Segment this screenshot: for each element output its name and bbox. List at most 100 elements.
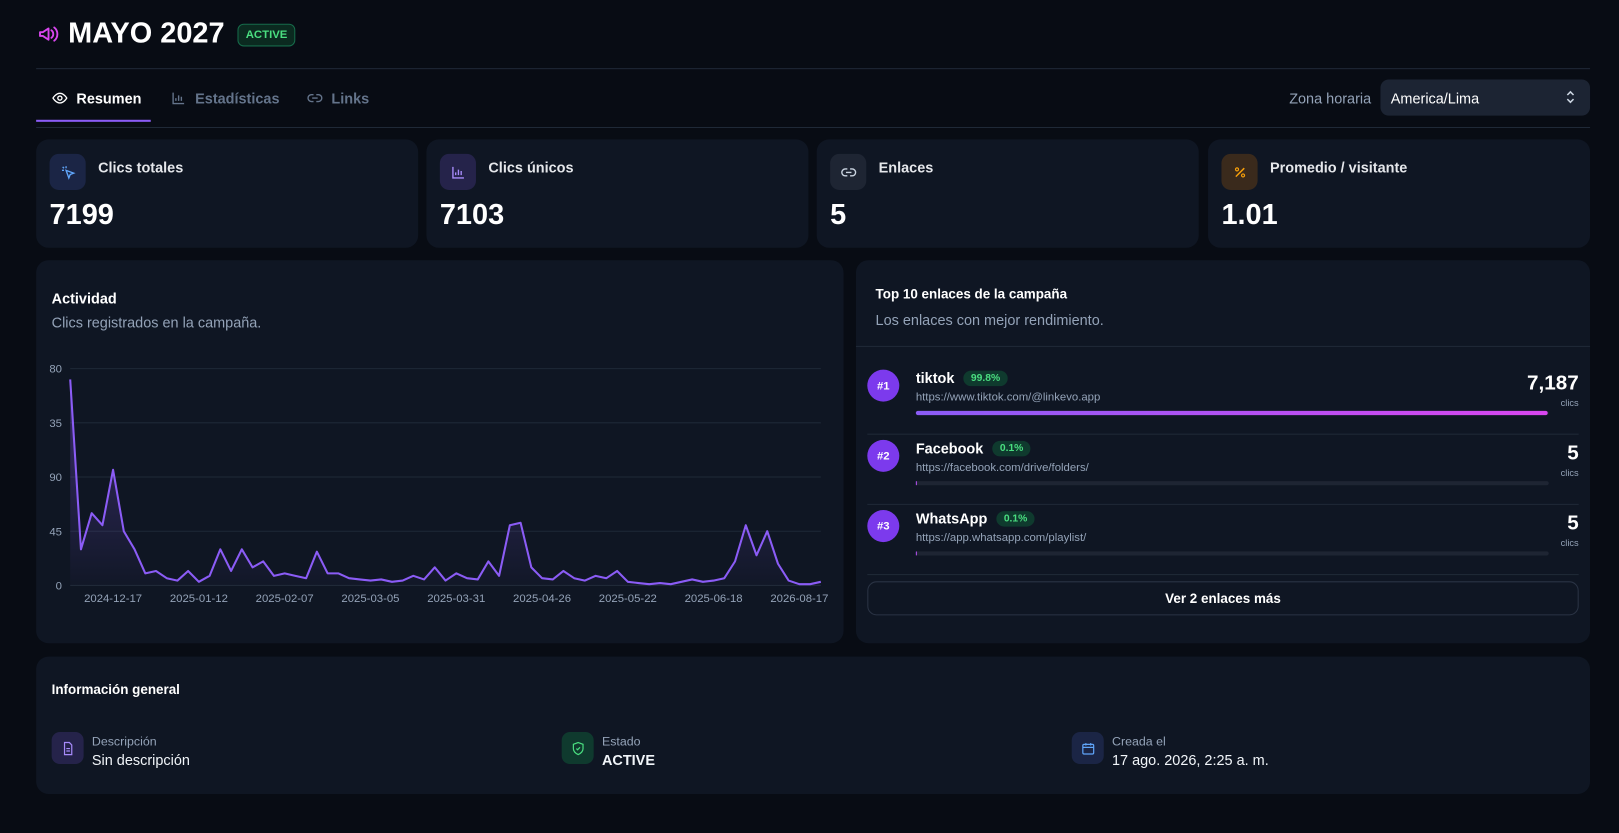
- stat-card: Clics únicos 7103: [426, 139, 809, 248]
- icon: [1221, 153, 1258, 190]
- link-clicks: 7,187: [1527, 371, 1579, 395]
- status-badge: ACTIVE: [237, 23, 296, 47]
- icon: [51, 732, 84, 765]
- tab-label[interactable]: Links: [331, 89, 370, 107]
- top-links-subtitle: Los enlaces con mejor rendimiento.: [875, 311, 1104, 329]
- rank-badge: #1: [867, 369, 900, 402]
- progress-track: [915, 481, 1549, 486]
- info-title: Información general: [51, 681, 180, 697]
- x-tick-label: 2026-08-17: [770, 593, 828, 605]
- info-card: Información general Descripción Sin desc…: [36, 656, 1591, 794]
- x-tick-label: 2025-03-31: [427, 593, 485, 605]
- megaphone-icon: [39, 26, 59, 42]
- percent-badge: 99.8%: [963, 370, 1008, 386]
- info-value: ACTIVE: [601, 751, 655, 769]
- x-tick-label: 2025-05-22: [599, 593, 657, 605]
- x-tick-label: 2025-01-12: [170, 593, 228, 605]
- link-url: https://www.tiktok.com/@linkevo.app: [915, 391, 1101, 404]
- stat-card: Promedio / visitante 1.01: [1208, 139, 1591, 248]
- stat-value: 1.01: [1221, 198, 1278, 231]
- tab-resumen[interactable]: Resumen: [52, 89, 142, 107]
- progress-bar: [915, 481, 917, 486]
- x-tick-label: 2025-04-26: [513, 593, 571, 605]
- timezone-label: Zona horaria: [1289, 89, 1372, 107]
- stat-label: Clics totales: [98, 159, 184, 176]
- tab-links[interactable]: Links: [307, 89, 370, 107]
- percent-badge: 0.1%: [996, 510, 1035, 527]
- x-tick-label: 2025-06-18: [685, 593, 743, 605]
- link-row: #3 WhatsApp 0.1% https://app.whatsapp.com…: [867, 504, 1579, 576]
- stat-value: 7103: [439, 198, 505, 231]
- progress-bar: [915, 410, 1548, 416]
- link-url: https://facebook.com/drive/folders/: [915, 461, 1089, 474]
- link-clicks: 5: [1567, 512, 1579, 535]
- y-tick-label: 90: [49, 472, 62, 484]
- top-links-title: Top 10 enlaces de la campaña: [875, 286, 1068, 302]
- info-label: Estado: [601, 734, 641, 749]
- rank-badge: #3: [867, 510, 900, 543]
- top-links-card: Top 10 enlaces de la campaña Los enlaces…: [855, 260, 1591, 644]
- x-tick-label: 2024-12-17: [84, 593, 142, 605]
- activity-subtitle: Clics registrados en la campaña.: [51, 313, 262, 331]
- activity-card: Actividad Clics registrados en la campañ…: [36, 260, 844, 644]
- link-name-wrap: tiktok 99.8%: [915, 369, 1008, 387]
- link-row: #1 tiktok 99.8% https://www.tiktok.com/@l…: [867, 363, 1579, 435]
- activity-chart: 0 45 90 135 180 2024-12-17 2025-01-12 2025-02-0…: [43, 364, 829, 605]
- x-tick-label: 2025-02-07: [256, 593, 314, 605]
- stat-card: Enlaces 5: [816, 139, 1199, 248]
- icon: [561, 732, 594, 765]
- divider: [855, 345, 1591, 347]
- link-clicks: 5: [1567, 441, 1579, 465]
- y-axis: 0 45 90 135 180: [43, 364, 62, 593]
- tab-estadisticas[interactable]: Estadísticas: [170, 89, 280, 107]
- link-row: #2 Facebook 0.1% https://facebook.com/dri…: [867, 434, 1579, 505]
- line: [69, 379, 822, 586]
- link-name: Facebook: [915, 439, 984, 457]
- y-tick-label: 180: [43, 364, 62, 376]
- clicks-unit: clics: [1560, 467, 1579, 479]
- tab-label[interactable]: Resumen: [76, 89, 142, 107]
- tab-label[interactable]: Estadísticas: [195, 89, 280, 107]
- stat-label: Clics únicos: [488, 159, 574, 176]
- campaign-title: MAYO 2027: [68, 16, 225, 49]
- tab-underline: [36, 119, 151, 122]
- rank-badge: #2: [867, 439, 900, 472]
- clicks-unit: clics: [1560, 397, 1579, 408]
- timezone-select[interactable]: America/Lima: [1380, 79, 1591, 116]
- more-links-button[interactable]: Ver 2 enlaces más: [867, 581, 1579, 616]
- timezone-value: America/Lima: [1390, 89, 1480, 107]
- icon: [1071, 732, 1104, 765]
- divider: [36, 68, 1591, 70]
- icon: [439, 153, 476, 190]
- icon: [49, 153, 86, 190]
- info-value: Sin descripción: [91, 751, 190, 769]
- x-tick-label: 2025-03-05: [341, 593, 399, 605]
- link-name: WhatsApp: [915, 510, 988, 527]
- area: [70, 379, 821, 586]
- link-name-wrap: Facebook 0.1%: [915, 439, 1031, 457]
- icon: [830, 153, 867, 190]
- link-url: https://app.whatsapp.com/playlist/: [915, 531, 1087, 545]
- progress-bar: [915, 551, 917, 556]
- stat-label: Promedio / visitante: [1269, 159, 1408, 176]
- divider: [36, 126, 1591, 129]
- progress-track: [915, 551, 1549, 556]
- y-tick-label: 0: [56, 581, 62, 593]
- y-tick-label: 45: [49, 526, 62, 538]
- activity-title: Actividad: [51, 290, 117, 307]
- stat-label: Enlaces: [878, 159, 934, 176]
- info-label: Descripción: [91, 734, 157, 749]
- percent-badge: 0.1%: [992, 440, 1031, 456]
- info-label: Creada el: [1112, 734, 1166, 749]
- y-tick-label: 135: [43, 418, 62, 430]
- stat-card: Clics totales 7199: [36, 139, 419, 248]
- stat-value: 7199: [49, 198, 114, 231]
- info-value: 17 ago. 2026, 2:25 a. m.: [1112, 751, 1269, 769]
- progress-track: [915, 410, 1549, 416]
- link-name-wrap: WhatsApp 0.1%: [916, 510, 1035, 527]
- clicks-unit: clics: [1560, 537, 1579, 549]
- stat-value: 5: [830, 198, 847, 231]
- link-name: tiktok: [915, 369, 955, 387]
